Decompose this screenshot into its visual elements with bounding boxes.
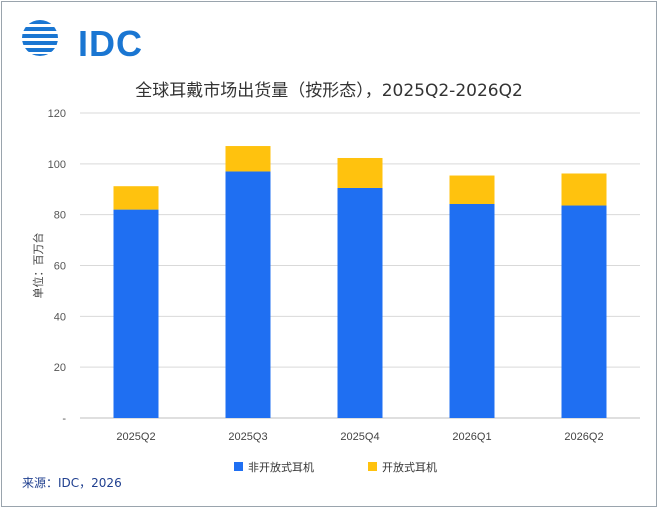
bar-non-open-2025Q2 bbox=[113, 209, 159, 418]
bar-non-open-2025Q3 bbox=[225, 171, 271, 418]
bar-open-2025Q3 bbox=[225, 146, 271, 172]
bar-open-2025Q2 bbox=[113, 186, 159, 210]
x-tick-label: 2025Q3 bbox=[228, 431, 267, 443]
bar-open-2025Q4 bbox=[337, 157, 383, 188]
y-tick-label: 20 bbox=[54, 362, 66, 374]
x-tick-label: 2025Q4 bbox=[340, 431, 379, 443]
idc-logo: IDC bbox=[20, 18, 142, 62]
x-tick-label: 2026Q1 bbox=[452, 431, 491, 443]
y-tick-label: 120 bbox=[48, 108, 66, 120]
bar-open-2026Q2 bbox=[561, 173, 607, 206]
legend-swatch bbox=[368, 462, 377, 471]
y-tick-label: 60 bbox=[54, 261, 66, 273]
bar-non-open-2025Q4 bbox=[337, 187, 383, 418]
globe-icon bbox=[22, 20, 58, 56]
y-tick-label: 40 bbox=[54, 311, 66, 323]
logo-text: IDC bbox=[78, 23, 143, 64]
bar-non-open-2026Q1 bbox=[449, 203, 495, 418]
x-tick-label: 2025Q2 bbox=[116, 431, 155, 443]
legend-label: 开放式耳机 bbox=[382, 460, 437, 474]
source-note: 来源：IDC，2026 bbox=[22, 476, 122, 490]
chart-title: 全球耳戴市场出货量（按形态），2025Q2-2026Q2 bbox=[135, 81, 523, 101]
bar-open-2026Q1 bbox=[449, 175, 495, 204]
legend-swatch bbox=[234, 462, 243, 471]
y-axis-label: 单位：百万台 bbox=[31, 233, 45, 299]
y-tick-label: 100 bbox=[48, 159, 66, 171]
x-tick-label: 2026Q2 bbox=[564, 431, 603, 443]
y-tick-label: 80 bbox=[54, 210, 66, 222]
legend-label: 非开放式耳机 bbox=[248, 460, 314, 474]
y-tick-label: - bbox=[62, 413, 66, 425]
bar-non-open-2026Q2 bbox=[561, 205, 607, 418]
